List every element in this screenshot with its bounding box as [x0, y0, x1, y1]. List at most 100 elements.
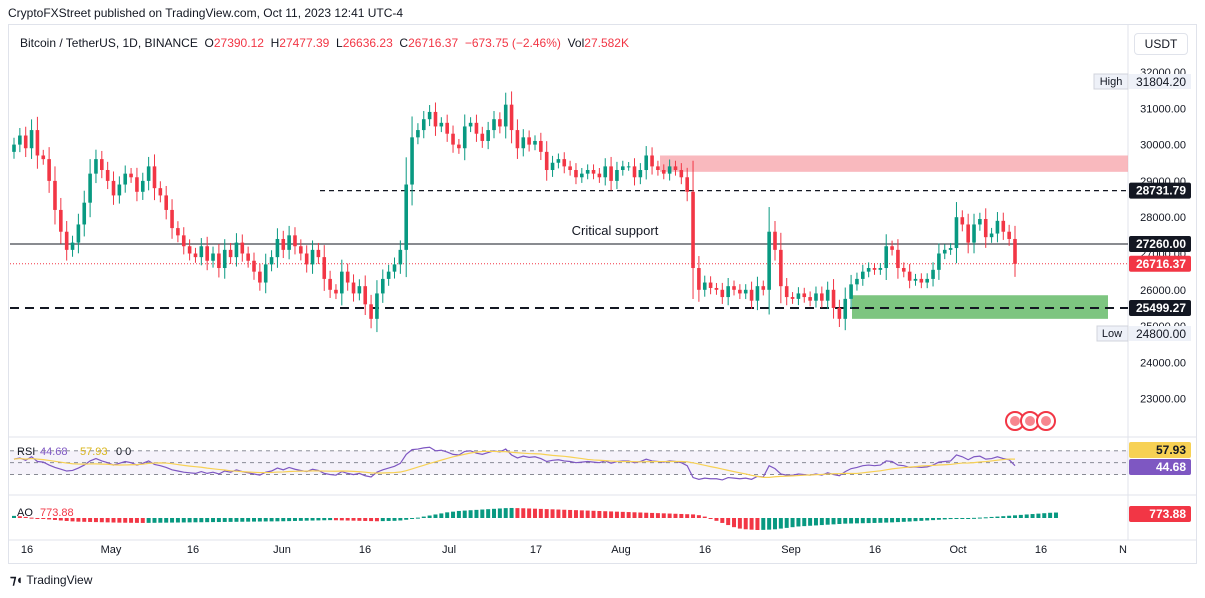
ao-bar	[866, 518, 871, 524]
candle-body	[12, 144, 16, 152]
rsi-band-fill	[10, 450, 1128, 475]
currency-button[interactable]: USDT	[1134, 33, 1188, 55]
rsi-line	[13, 446, 1016, 481]
ao-bar	[907, 518, 912, 522]
candle-body	[661, 170, 666, 174]
high-label: H	[270, 36, 280, 50]
ao-bar	[117, 518, 122, 523]
ao-bar	[1048, 512, 1053, 518]
candle-body	[140, 180, 145, 192]
ao-bar	[1042, 513, 1047, 518]
ao-bar	[983, 517, 988, 519]
ao-bar	[667, 513, 672, 518]
ao-bar	[134, 518, 139, 523]
ao-bar	[357, 518, 362, 521]
footer-brand[interactable]: TradingView	[26, 573, 93, 587]
candle-body	[714, 287, 719, 290]
ao-label: AO	[17, 507, 33, 519]
candle-body	[41, 155, 46, 160]
candle-body	[942, 249, 947, 254]
ao-bar	[205, 518, 210, 523]
ao-bar	[380, 518, 385, 522]
candle-body	[580, 173, 584, 178]
us-flag-event-icon-inner	[1041, 416, 1051, 426]
candle-body	[23, 135, 28, 149]
ao-bar	[679, 513, 684, 518]
ao-bar	[275, 518, 280, 522]
ao-bar	[790, 518, 795, 528]
ao-bar	[99, 518, 104, 523]
candle-body	[779, 249, 783, 287]
ao-bar	[573, 510, 578, 518]
critical-level-tag: 27260.00	[1136, 237, 1186, 251]
candle-body	[767, 231, 771, 290]
candle-body	[702, 282, 707, 290]
candle-body	[351, 282, 356, 294]
ao-bar	[585, 510, 590, 518]
ao-tag: 773.88	[1149, 507, 1186, 521]
candle-body	[632, 166, 637, 178]
ao-bar	[568, 509, 573, 518]
candle-body	[872, 268, 877, 270]
candle-body	[913, 278, 918, 281]
candle-body	[170, 209, 174, 229]
ao-bar	[451, 511, 456, 518]
candle-body	[135, 177, 139, 192]
candle-body	[878, 268, 883, 270]
candle-body	[334, 289, 338, 294]
candle-body	[386, 271, 391, 279]
ao-bar	[544, 509, 549, 518]
x-tick-label: Oct	[949, 544, 966, 556]
x-tick-label: N	[1119, 544, 1127, 556]
ao-bar	[737, 518, 742, 529]
ao-bar	[158, 518, 163, 523]
ao-bar	[322, 518, 327, 521]
candle-body	[802, 293, 807, 298]
candle-body	[375, 293, 379, 319]
candle-body	[433, 111, 438, 127]
ao-bar	[433, 514, 438, 518]
candle-body	[234, 242, 239, 258]
ao-bar	[328, 518, 333, 521]
last-price-tag: 26716.37	[1136, 257, 1186, 271]
candle-body	[445, 122, 449, 134]
candle-body	[152, 166, 157, 189]
candle-body	[556, 159, 561, 163]
symbol-name[interactable]: Bitcoin / TetherUS, 1D, BINANCE	[20, 36, 198, 50]
candle-body	[708, 282, 713, 288]
last-price-tag-bg	[1129, 255, 1191, 272]
candle-body	[825, 289, 830, 301]
ao-bar	[1007, 515, 1012, 518]
ao-bar	[702, 516, 707, 518]
y-tick-label: 26000.00	[1140, 285, 1186, 297]
candle-body	[462, 126, 467, 149]
ao-bar	[351, 518, 356, 521]
candle-body	[29, 130, 34, 149]
candle-body	[509, 104, 514, 131]
ao-bar	[12, 515, 16, 518]
ao-bar	[966, 518, 971, 519]
candle-body	[966, 224, 970, 243]
ao-bar	[550, 509, 555, 518]
candle-body	[527, 137, 531, 145]
candle-body	[784, 286, 789, 298]
x-tick-label: 16	[21, 544, 33, 556]
candle-body	[64, 231, 69, 250]
rsi-tag-bg	[1129, 459, 1191, 475]
us-flag-event-icon-inner	[1010, 416, 1020, 426]
x-tick-label: Aug	[611, 544, 631, 556]
ao-bar	[784, 518, 789, 528]
tradingview-logo-icon[interactable]: ⁊◖	[10, 572, 23, 587]
ao-bar	[538, 508, 543, 518]
candle-body	[457, 144, 461, 149]
candle-body	[1013, 238, 1017, 264]
low-value: 26636.23	[342, 36, 393, 50]
candle-body	[105, 170, 110, 181]
ao-bar	[831, 518, 836, 525]
ao-bar	[854, 518, 859, 524]
candle-body	[609, 166, 613, 181]
ao-bar	[111, 518, 116, 523]
candle-body	[287, 235, 291, 250]
candle-body	[620, 166, 625, 171]
